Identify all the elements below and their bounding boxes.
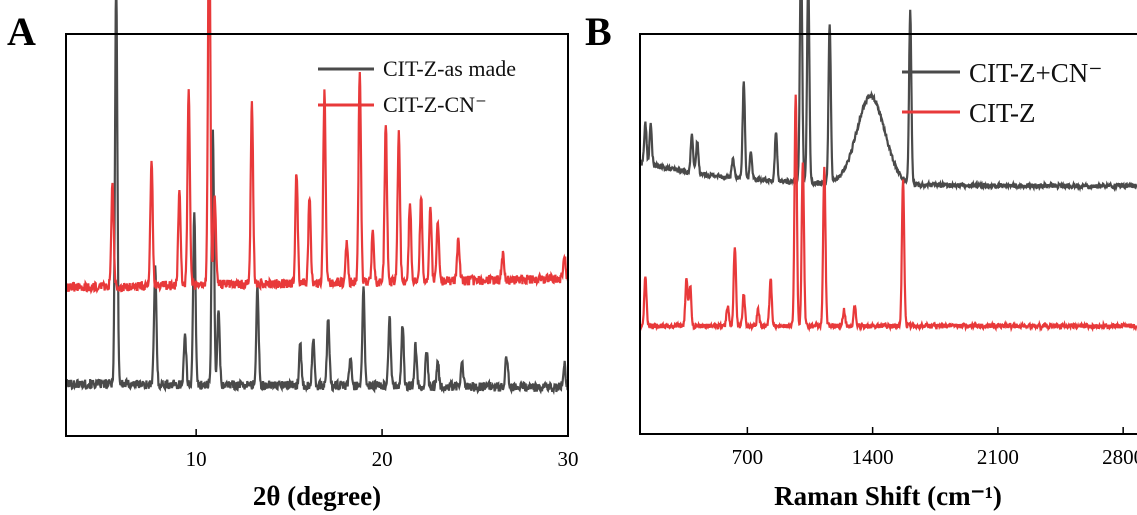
panel-a-label: A: [7, 9, 36, 54]
panel-a-plot-area: [64, 0, 570, 396]
panel-b-frame: [639, 33, 1137, 435]
x-tick-label: 1400: [852, 445, 894, 469]
panel-b-x-axis-title: Raman Shift (cm⁻¹): [774, 481, 1002, 511]
x-tick-label: 2100: [977, 445, 1019, 469]
x-tick-label: 30: [558, 447, 579, 471]
legend-label-as-made: CIT-Z-as made: [383, 56, 516, 81]
panel-b-legend: CIT-Z+CN⁻ CIT-Z: [902, 58, 1102, 128]
panel-a-legend: CIT-Z-as made CIT-Z-CN⁻: [318, 56, 516, 117]
panel-b: B 700 1400 2100 2800 Raman Shift (cm⁻¹) CIT…: [585, 0, 1137, 511]
x-tick-label: 2800: [1102, 445, 1137, 469]
x-tick-label: 700: [732, 445, 764, 469]
panel-a: A 10 20 30 2θ (degree) CIT-Z-as made CIT-Z…: [7, 0, 579, 511]
panel-a-x-axis-title: 2θ (degree): [253, 481, 381, 511]
panel-b-plot-area: [638, 0, 1137, 333]
series-line-1-1: [639, 94, 1137, 333]
legend-label-cn: CIT-Z-CN⁻: [383, 92, 487, 117]
panel-a-frame: [65, 33, 569, 437]
panel-b-label: B: [585, 9, 612, 54]
series-line-0-0: [64, 0, 569, 396]
legend-label-cit-z-cn: CIT-Z+CN⁻: [969, 58, 1102, 88]
x-tick-label: 20: [372, 447, 393, 471]
legend-label-cit-z: CIT-Z: [969, 98, 1036, 128]
panel-a-x-axis: 10 20 30: [186, 429, 579, 471]
panel-b-x-axis: 700 1400 2100 2800: [732, 427, 1137, 469]
x-tick-label: 10: [186, 447, 207, 471]
series-line-1-0: [638, 0, 1137, 193]
series-line-0-1: [64, 0, 570, 295]
